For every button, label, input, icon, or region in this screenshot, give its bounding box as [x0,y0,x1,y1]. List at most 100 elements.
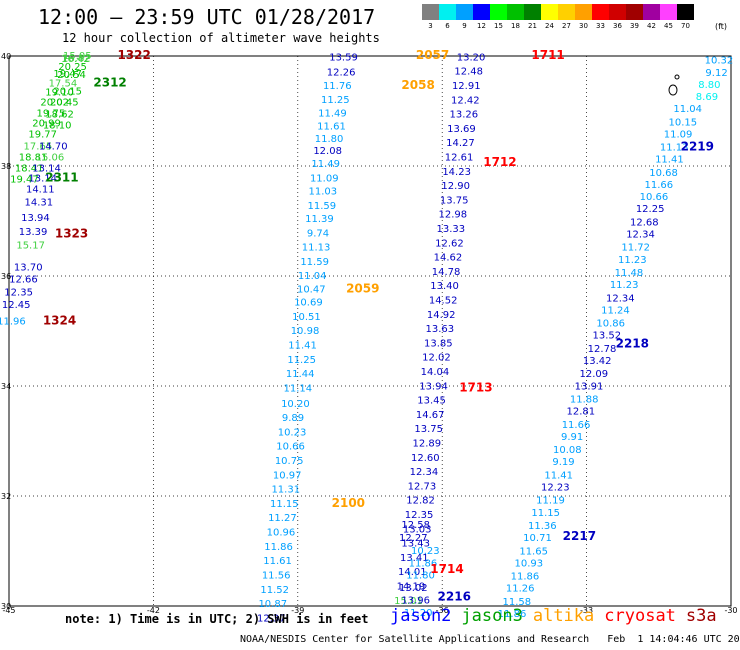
wave-height-value: 11.25 [321,95,350,106]
wave-height-value: 11.56 [262,571,291,582]
wave-height-value: 10.71 [523,533,552,544]
wave-height-value: 19.75 [37,109,66,120]
color-legend-cell: 21 [524,4,541,30]
color-legend-cell: 39 [626,4,643,30]
color-legend-label: 15 [494,22,503,30]
wave-height-value: 10.68 [649,168,678,179]
color-swatch [439,4,456,20]
wave-height-value: 20.25 [58,62,87,73]
wave-height-value: 10.08 [553,445,582,456]
wave-height-value: 13.85 [424,338,453,349]
color-legend-cell: 24 [541,4,558,30]
wave-height-value: 14.70 [39,142,68,153]
wave-height-value: 11.49 [318,109,347,120]
track-t3: 13.20 12.48 12.91 12.42 13.26 13.69 14.27 12.61… [394,52,485,606]
pass-time-label: 1714 [430,562,463,576]
color-swatch [456,4,473,20]
wave-height-value: 12.73 [408,481,437,492]
wave-height-value: 15.05 [63,51,92,62]
wave-height-value: 13.02 [399,583,428,594]
wave-height-value: 11.88 [570,395,599,406]
color-swatch [490,4,507,20]
lon-tick-label: -36 [436,606,449,615]
wave-height-value: 12.90 [441,181,470,192]
wave-height-value: 12.58 [401,520,430,531]
pass-time-label: 2058 [401,78,434,92]
wave-height-value: 13.26 [450,110,479,121]
pass-time-label: 2312 [93,75,126,89]
wave-height-value: 11.04 [298,271,327,282]
wave-height-value: 12.89 [412,439,441,450]
color-legend-label: 3 [428,22,433,30]
wave-height-value: 11.03 [309,187,338,198]
credit-line: NOAA/NESDIS Center for Satellite Applica… [240,634,740,645]
wave-height-value: 9.91 [561,432,583,443]
color-swatch [609,4,626,20]
page-title: 12:00 – 23:59 UTC 01/28/2017 [38,5,376,29]
color-legend-label: 30 [579,22,588,30]
color-legend-cell: 70 [677,4,694,30]
pass-time-label: 2216 [438,590,471,604]
wave-height-value: 10.93 [515,558,544,569]
wave-height-value: 19.47 [10,175,39,186]
wave-height-value: 12.62 [435,238,464,249]
color-swatch [524,4,541,20]
wave-height-value: 8.69 [696,92,718,103]
legend-item-s3a: s3a [685,606,717,626]
wave-height-value: 12.78 [588,344,617,355]
color-swatch [507,4,524,20]
wave-height-value: 15.17 [16,241,45,252]
wave-height-value: 10.47 [297,285,326,296]
wave-height-value: 10.96 [267,528,296,539]
wave-height-value: 12.48 [454,67,483,78]
wave-height-value: 12.66 [9,275,38,286]
wave-height-value: 12.35 [4,287,33,298]
wave-height-value: 10.23 [411,546,440,557]
pass-time-label: 2217 [563,529,596,543]
wave-height-value: 12.09 [579,369,608,380]
wave-height-value: 13.41 [400,553,429,564]
wave-height-value: 12.60 [411,453,440,464]
wave-height-value: 14.92 [427,310,456,321]
wave-height-value: 11.13 [302,243,331,254]
wave-height-value: 14.01 [398,567,427,578]
wave-height-value: 13.59 [329,52,358,63]
lat-tick-label: 40 [1,52,11,61]
lon-tick-label: -30 [724,606,737,615]
wave-height-value: 12.68 [630,217,659,228]
wave-height-value: 11.61 [317,122,346,133]
track-t2: 13.5912.2611.7611.2511.4911.6111.8012.08… [257,52,358,624]
wave-height-value: 14.62 [434,253,463,264]
lon-tick-label: -33 [580,606,593,615]
wave-height-value: 10.32 [705,56,734,67]
wave-height-value: 10.23 [278,428,307,439]
wave-height-value: 11.72 [621,243,650,254]
color-legend-cell: 9 [456,4,473,30]
color-legend-label: 36 [613,22,622,30]
track-t1: 15.0516.8216.4220.2519.4720.5417.5420.15… [0,51,92,328]
wave-height-value: 11.15 [531,508,560,519]
wave-height-value: 11.41 [544,470,573,481]
wave-height-value: 11.44 [286,369,315,380]
wave-height-value: 13.70 [14,263,43,274]
wave-height-value: 10.97 [273,470,302,481]
wave-height-value: 14.04 [421,367,450,378]
wave-height-value: 13.03 [403,524,432,535]
wave-height-value: 11.24 [601,305,630,316]
wave-height-value: 10.75 [275,456,304,467]
wave-height-value: 14.11 [26,184,55,195]
wave-height-value: 18.81 [19,153,48,164]
pass-time-label: 1322 [117,48,150,62]
wave-height-value: 11.41 [655,155,684,166]
wave-height-value: 13.14 [32,164,61,175]
wave-height-value: 14.52 [429,296,458,307]
wave-height-value: 11.65 [519,546,548,557]
wave-height-value: 17.65 [24,142,53,153]
wave-height-value: 11.86 [498,609,527,620]
wave-height-value: 11.41 [288,341,317,352]
pass-time-label: 1711 [531,48,564,62]
wave-height-value: 11.04 [673,104,702,115]
color-legend-unit: (ft) [715,22,728,31]
footnote: note: 1) Time is in UTC; 2) SWH is in fe… [65,612,369,626]
